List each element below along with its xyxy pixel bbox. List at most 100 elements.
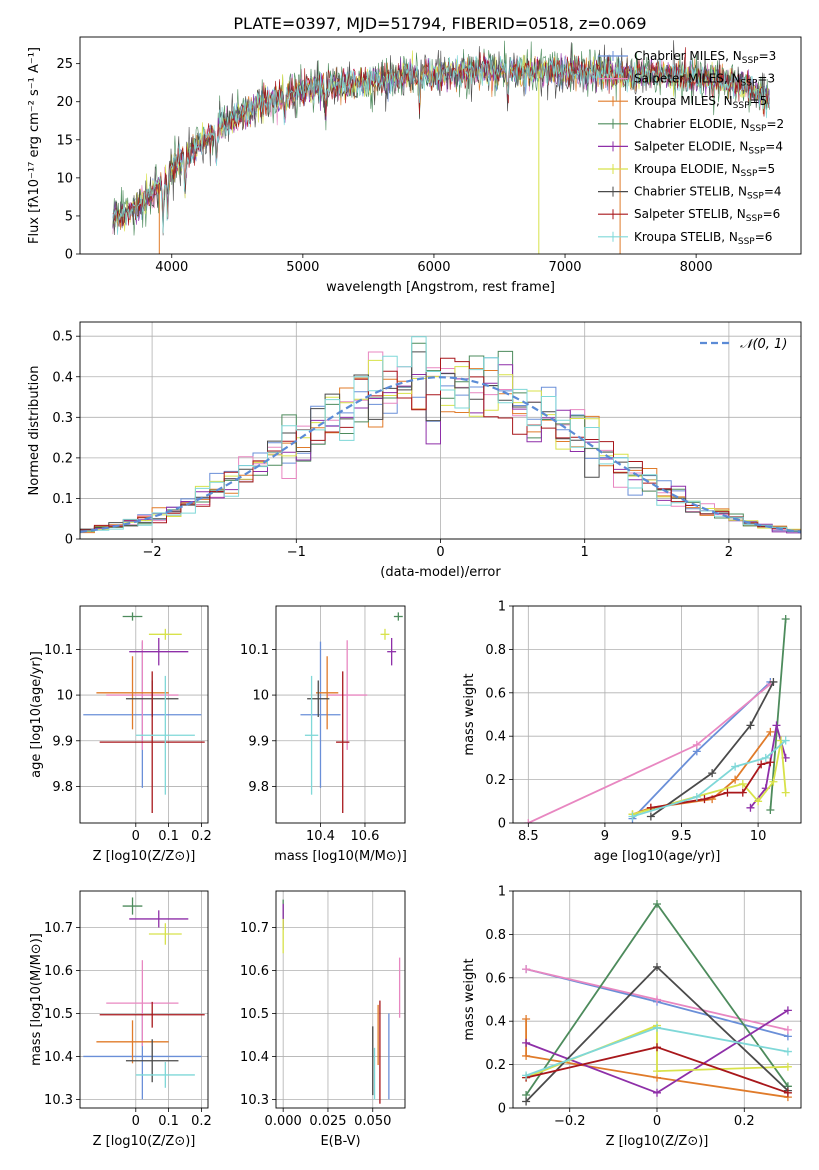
- legend-label: 𝒩(0, 1): [740, 337, 787, 352]
- weight-marker: [772, 721, 781, 730]
- y-tick-label: 10: [252, 689, 269, 704]
- x-tick-label: −0.2: [554, 1114, 586, 1129]
- y-tick-label: 10.7: [240, 921, 269, 936]
- errorbar-point-salpeter-stelib: [99, 1001, 205, 1028]
- y-tick-label: 0.4: [485, 1015, 506, 1030]
- x-tick-label: 0: [132, 829, 140, 844]
- axes-frame: [275, 890, 406, 1109]
- weight-marker: [783, 1025, 792, 1034]
- weight-marker: [522, 1097, 531, 1106]
- weight-marker: [692, 740, 701, 749]
- y-tick-label: 0.4: [52, 370, 73, 385]
- y-tick-label: 10: [56, 171, 73, 186]
- y-tick-label: 10: [56, 689, 73, 704]
- y-tick-label: 0.8: [485, 643, 506, 658]
- weight-marker: [653, 1067, 661, 1076]
- axes-frame: [275, 605, 406, 824]
- y-tick-label: 10.5: [240, 1007, 269, 1022]
- x-tick-label: 0.1: [158, 1114, 179, 1129]
- weight-marker: [653, 1088, 661, 1097]
- normal-reference-curve: [80, 376, 801, 533]
- weight-marker: [522, 1051, 531, 1060]
- y-tick-label: 0.6: [485, 686, 506, 701]
- x-tick-label: 2: [725, 545, 733, 560]
- y-tick-label: 0.4: [485, 730, 506, 745]
- weight-marker: [769, 677, 778, 686]
- legend-label: Kroupa ELODIE, NSSP=5: [634, 162, 775, 179]
- errorbar-point-kroupa-elodie: [380, 628, 390, 640]
- y-tick-label: 10.7: [44, 921, 73, 936]
- weight-marker: [781, 615, 790, 624]
- x-tick-label: 0.2: [191, 1114, 212, 1129]
- weight-line-kroupa-miles: [632, 731, 772, 816]
- x-axis-label: E(B-V): [320, 1134, 360, 1149]
- x-tick-label: 10: [750, 829, 767, 844]
- legend-label: Salpeter MILES, NSSP=3: [634, 72, 775, 89]
- x-tick-label: 9: [601, 829, 609, 844]
- axes-frame: [79, 36, 802, 255]
- y-tick-label: 9.9: [52, 734, 73, 749]
- y-axis-label: mass [log10(M/M⊙)]: [29, 933, 44, 1066]
- y-tick-label: 0.2: [485, 773, 506, 788]
- axes-frame: [79, 321, 802, 540]
- x-tick-label: 0.2: [191, 829, 212, 844]
- errorbar-point-chabrier-miles: [300, 641, 341, 788]
- errorbar-point-kroupa-miles: [316, 656, 339, 730]
- axes-frame: [512, 605, 802, 824]
- weight-marker: [522, 1071, 531, 1080]
- errorbar-point-kroupa-elodie: [148, 923, 182, 945]
- weight-marker: [738, 779, 747, 788]
- x-tick-label: 0.050: [354, 1114, 391, 1129]
- y-axis-label: mass weight: [462, 673, 477, 755]
- spectrum-panel: 4000 5000 6000 7000 8000 0 5 10 15 20 25 wavelength…: [27, 36, 802, 295]
- weight-marker: [653, 1043, 661, 1052]
- weight-marker: [628, 812, 637, 821]
- weight-marker: [692, 792, 701, 801]
- y-axis-label: Flux [fλ10⁻¹⁷ erg cm⁻² s⁻¹ A⁻¹]: [27, 47, 42, 244]
- x-tick-label: 8000: [680, 260, 713, 275]
- y-tick-label: 25: [56, 57, 73, 72]
- x-tick-label: 0.000: [265, 1114, 302, 1129]
- y-tick-label: 0: [65, 533, 73, 548]
- axes-frame: [79, 890, 209, 1109]
- errorbar-point-salpeter-stelib: [336, 671, 350, 813]
- y-tick-label: 0.8: [485, 928, 506, 943]
- y-tick-label: 1: [498, 600, 506, 615]
- age-vs-mass-panel: 10.4 10.6 9.8 9.9 10 10.1 mass [log10(M/M⊙)]: [240, 605, 407, 864]
- y-tick-label: 10.4: [240, 1050, 269, 1065]
- errorbar-point-chabrier-stelib: [307, 680, 330, 718]
- y-tick-label: 10.5: [44, 1007, 73, 1022]
- x-tick-label: 10.6: [350, 829, 379, 844]
- y-tick-label: 10.1: [240, 643, 269, 658]
- weight-marker: [754, 797, 763, 806]
- spectrum-line-kroupa-stelib: [112, 55, 770, 235]
- weight-marker: [757, 760, 766, 769]
- figure-title: PLATE=0397, MJD=51794, FIBERID=0518, z=0…: [233, 14, 646, 33]
- weight-marker: [746, 803, 755, 812]
- x-axis-label: Z [log10(Z/Z⊙)]: [606, 1134, 709, 1149]
- y-tick-label: 10.6: [240, 964, 269, 979]
- spectrum-legend: Chabrier MILES, NSSP=3 Salpeter MILES, NS…: [598, 49, 784, 247]
- legend-label: Chabrier MILES, NSSP=3: [634, 49, 776, 66]
- errorbar-point-chabrier-elodie: [122, 897, 143, 915]
- y-tick-label: 0.1: [52, 492, 73, 507]
- y-axis-label: age [log10(age/yr)]: [29, 651, 44, 778]
- y-tick-label: 9.8: [248, 780, 269, 795]
- weight-marker: [746, 721, 755, 730]
- weight-line-salpeter-elodie: [749, 725, 787, 809]
- spectrum-line-salpeter-stelib: [112, 47, 770, 227]
- errorbar-point-salpeter-miles: [327, 640, 368, 750]
- weight-marker: [731, 775, 740, 784]
- weight-marker: [783, 1047, 792, 1056]
- legend-label: Chabrier ELODIE, NSSP=2: [634, 117, 784, 134]
- x-tick-label: 0.2: [734, 1114, 755, 1129]
- x-axis-label: Z [log10(Z/Z⊙)]: [93, 1134, 196, 1149]
- weight-marker: [783, 1088, 792, 1097]
- y-tick-label: 0.3: [52, 411, 73, 426]
- weight-marker: [646, 812, 655, 821]
- errorbar-point-kroupa-stelib: [135, 675, 195, 795]
- x-axis-label: mass [log10(M/M⊙)]: [274, 849, 407, 864]
- errorbar-point-kroupa-stelib: [135, 1062, 195, 1088]
- errorbar-point-salpeter-elodie: [129, 637, 189, 666]
